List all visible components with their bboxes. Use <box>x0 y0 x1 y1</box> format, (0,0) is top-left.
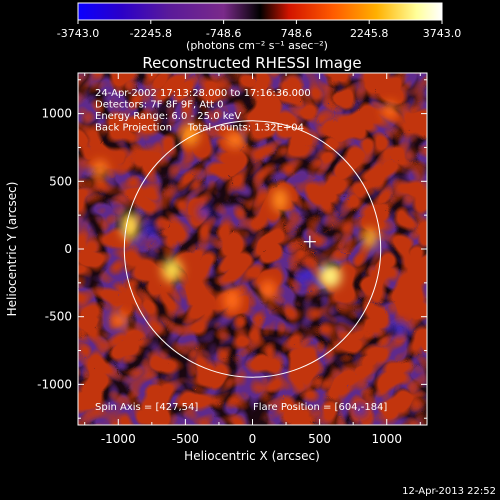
colorbar-tick-label: -2245.8 <box>130 27 172 40</box>
plot-title: Reconstructed RHESSI Image <box>142 54 361 72</box>
info-line: Detectors: 7F 8F 9F, Att 0 <box>95 100 223 111</box>
reconstructed-image <box>78 73 427 425</box>
x-axis-tick-label: 500 <box>308 432 331 446</box>
colorbar-tick-label: 748.6 <box>281 27 313 40</box>
y-axis-tick-label: 500 <box>49 174 72 188</box>
colorbar <box>77 2 443 21</box>
y-axis-tick-label: -1000 <box>37 377 72 391</box>
y-axis-label: Heliocentric Y (arcsec) <box>5 182 19 317</box>
x-axis-tick-label: 0 <box>249 432 257 446</box>
y-axis-tick-labels: 1000 500 0 -500 -1000 <box>37 107 72 392</box>
info-line: Energy Range: 6.0 - 25.0 keV <box>95 111 241 122</box>
spin-axis-marker <box>303 235 316 248</box>
x-axis-tick-labels: -1000 -500 0 500 1000 <box>101 432 402 446</box>
colorbar-tick-label: -3743.0 <box>57 27 99 40</box>
colorbar-tick-label: 2245.8 <box>350 27 389 40</box>
solar-limb-circle <box>123 120 382 378</box>
y-axis-tick-label: 0 <box>64 242 72 256</box>
colorbar-ticks <box>77 20 443 24</box>
y-axis-tick-label: 1000 <box>41 107 72 121</box>
x-axis-ticks <box>84 73 421 425</box>
info-line: Back Projection Total counts: 1.32E+04 <box>95 123 304 134</box>
y-axis-tick-label: -500 <box>45 310 72 324</box>
colorbar-tick-label: 3743.0 <box>423 27 462 40</box>
x-axis-tick-label: 1000 <box>371 432 402 446</box>
flare-position-text: Flare Position = [604,-184] <box>253 402 387 413</box>
footer-timestamp: 12-Apr-2013 22:52 <box>402 486 496 497</box>
observation-info: 24-Apr-2002 17:13:28.000 to 17:16:36.000… <box>95 88 311 134</box>
y-axis-ticks <box>78 79 427 419</box>
x-axis-tick-label: -500 <box>172 432 199 446</box>
x-axis-tick-label: -1000 <box>101 432 136 446</box>
spin-axis-text: Spin Axis = [427,54] <box>95 402 198 413</box>
info-line: 24-Apr-2002 17:13:28.000 to 17:16:36.000 <box>95 88 311 99</box>
colorbar-units-label: (photons cm⁻² s⁻¹ asec⁻²) <box>186 39 328 52</box>
colorbar-tick-label: -748.6 <box>206 27 241 40</box>
x-axis-label: Heliocentric X (arcsec) <box>184 449 320 463</box>
colorbar-tick-labels: -3743.0 -2245.8 -748.6 748.6 2245.8 3743.0 <box>57 27 461 40</box>
